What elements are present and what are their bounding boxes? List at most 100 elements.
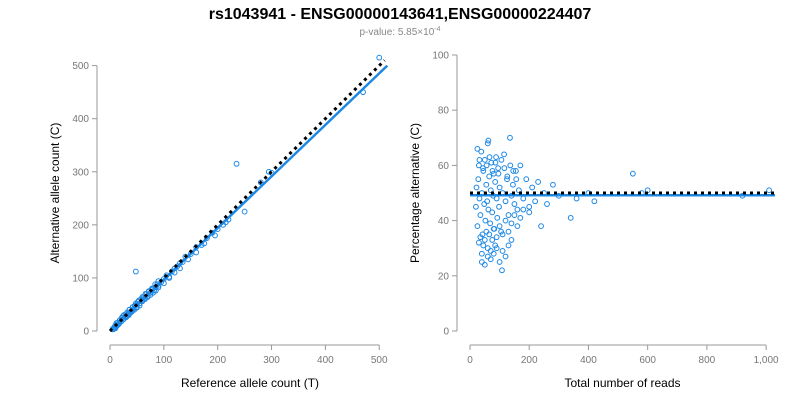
x-tick-label: 300 [263, 355, 280, 366]
y-tick-label: 200 [72, 220, 89, 231]
data-point [493, 245, 500, 252]
data-point [486, 173, 493, 180]
data-point [485, 137, 492, 144]
y-axis-title: Percentage alternative (C) [408, 123, 422, 263]
x-axis-title: Total number of reads [564, 376, 680, 390]
x-tick-label: 1,000 [754, 355, 779, 366]
data-point [505, 242, 512, 249]
reference-line [108, 59, 386, 333]
data-point [486, 154, 493, 161]
y-tick-label: 100 [72, 273, 89, 284]
data-point [538, 223, 544, 230]
data-point [241, 208, 248, 215]
data-point [515, 187, 522, 194]
data-point [573, 195, 580, 202]
y-tick-label: 500 [72, 61, 89, 72]
data-point [501, 165, 508, 172]
data-point [523, 176, 530, 183]
data-point [492, 159, 499, 166]
x-tick-label: 800 [699, 355, 716, 366]
data-point [494, 214, 501, 221]
data-point [499, 267, 505, 274]
data-point [591, 198, 598, 205]
data-point [498, 228, 504, 235]
data-point [529, 184, 536, 191]
data-point [520, 206, 527, 213]
data-point [496, 259, 503, 265]
data-point [499, 248, 506, 254]
data-point [510, 168, 517, 174]
p-value-exponent: -4 [434, 26, 440, 33]
chart-title: rs1043941 - ENSG00000143641,ENSG00000224… [209, 6, 592, 23]
data-point [489, 209, 496, 216]
data-point [505, 212, 512, 218]
data-point [504, 176, 510, 183]
data-point [526, 203, 533, 210]
data-point [520, 195, 527, 202]
x-tick-label: 400 [580, 355, 597, 366]
data-point [480, 168, 487, 174]
data-point [526, 209, 533, 216]
data-point [550, 181, 556, 188]
data-point [474, 145, 481, 152]
data-point [482, 217, 489, 224]
p-value-text: p-value: 5.85×10 [359, 27, 434, 38]
y-tick-label: 80 [438, 106, 450, 117]
x-tick-label: 600 [639, 355, 656, 366]
data-point [481, 237, 488, 243]
data-point [514, 223, 521, 230]
data-point [508, 237, 515, 243]
data-point [477, 212, 484, 218]
y-tick-label: 100 [432, 51, 449, 62]
data-point [487, 220, 494, 227]
data-point [495, 165, 502, 172]
data-point [512, 168, 519, 174]
data-point [496, 223, 503, 230]
data-point [212, 232, 218, 239]
data-point [544, 201, 550, 207]
data-point [629, 170, 636, 177]
data-point [484, 140, 491, 147]
data-point [487, 248, 494, 254]
data-point [514, 206, 521, 213]
y-tick-label: 0 [83, 327, 89, 338]
data-point [478, 259, 485, 265]
data-point [492, 179, 499, 185]
x-tick-label: 400 [317, 355, 334, 366]
data-point [488, 159, 495, 166]
data-point [487, 187, 494, 194]
data-point [508, 220, 515, 227]
data-point [496, 203, 502, 210]
data-point [483, 181, 490, 188]
y-tick-label: 300 [72, 167, 89, 178]
y-tick-label: 400 [72, 114, 89, 125]
data-point [477, 234, 484, 241]
x-tick-label: 500 [371, 355, 388, 366]
data-point [507, 162, 514, 169]
data-point [517, 162, 524, 169]
data-point [505, 228, 512, 235]
data-point [478, 148, 485, 155]
data-point [474, 223, 481, 230]
data-point [484, 245, 491, 252]
data-point [160, 276, 167, 282]
data-point [502, 253, 509, 260]
data-point [511, 212, 518, 218]
x-tick-label: 0 [107, 355, 113, 366]
y-tick-label: 40 [438, 216, 450, 227]
data-point [481, 156, 488, 163]
x-tick-label: 100 [156, 355, 173, 366]
data-point [177, 265, 183, 272]
data-point [493, 154, 499, 161]
data-point [492, 242, 499, 249]
data-point [501, 151, 507, 158]
y-axis-title: Alternative allele count (C) [48, 123, 62, 264]
x-tick-label: 0 [467, 355, 473, 366]
data-point [510, 181, 516, 188]
data-point [489, 237, 496, 243]
data-point [480, 165, 486, 172]
data-point [476, 195, 483, 202]
y-tick-label: 60 [438, 161, 450, 172]
data-point [475, 239, 482, 246]
